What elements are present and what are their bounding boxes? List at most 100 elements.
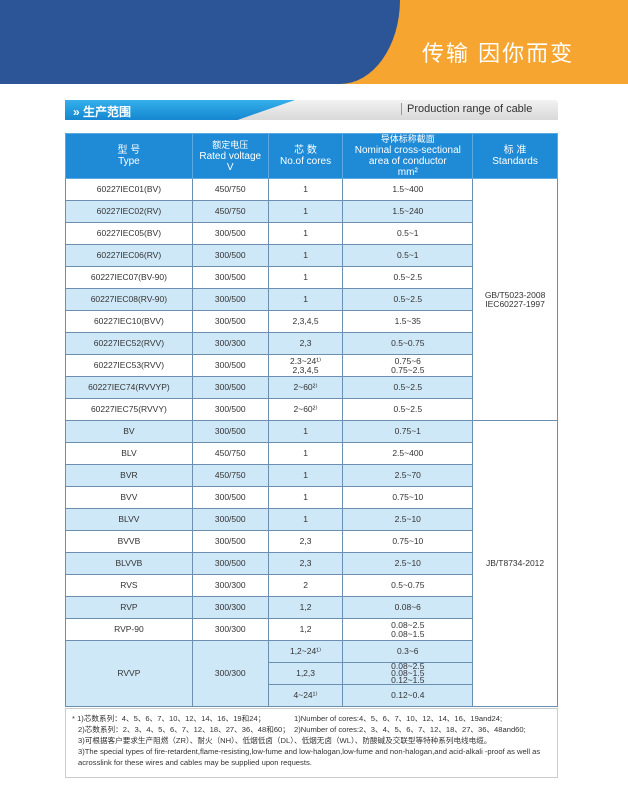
cell-cores: 1 xyxy=(267,464,344,487)
cell-cores: 1 xyxy=(267,486,344,509)
cell-cores: 2 xyxy=(267,574,344,597)
cell-area: 1.5~35 xyxy=(342,310,474,333)
cell-area: 1.5~240 xyxy=(342,200,474,223)
cell-type: 60227IEC75(RVVY) xyxy=(65,398,193,421)
section-title-cn: » 生产范围 xyxy=(65,100,295,120)
cell-cores: 2,3 xyxy=(267,332,344,355)
cell-voltage: 300/500 xyxy=(191,508,269,531)
cell-area: 0.75~6 0.75~2.5 xyxy=(342,354,474,377)
column-header: 标 准 Standards xyxy=(472,133,558,179)
cell-type: RVP-90 xyxy=(65,618,193,641)
cell-voltage: 450/750 xyxy=(191,464,269,487)
cell-area: 0.08~2.5 0.08~1.5 0.12~1.5 xyxy=(342,662,474,685)
column-header: 额定电压 Rated voltage V xyxy=(191,133,269,179)
cell-voltage: 300/500 xyxy=(191,244,269,267)
cell-type: BV xyxy=(65,420,193,443)
note-2-cn: 2)芯数系列：2、3、4、5、6、7、12、18、27、36、48和60； xyxy=(78,725,290,734)
cell-voltage: 300/500 xyxy=(191,420,269,443)
cell-voltage: 300/300 xyxy=(191,618,269,641)
cell-cores: 1 xyxy=(267,244,344,267)
cell-area: 0.75~10 xyxy=(342,486,474,509)
column-header-line: mm² xyxy=(397,167,418,178)
cell-voltage: 300/500 xyxy=(191,288,269,311)
cell-type: 60227IEC53(RVV) xyxy=(65,354,193,377)
column-header-line: Type xyxy=(118,156,140,167)
cell-cores: 1 xyxy=(267,508,344,531)
cell-voltage: 300/500 xyxy=(191,354,269,377)
cell-type: BVV xyxy=(65,486,193,509)
cell-area: 0.5~2.5 xyxy=(342,398,474,421)
cell-area: 0.5~0.75 xyxy=(342,574,474,597)
table-row: 60227IEC06(RV) 300/500 1 0.5~1 xyxy=(65,244,558,267)
table-row: 1,2,3 0.08~2.5 0.08~1.5 0.12~1.5 xyxy=(66,662,558,685)
cell-type: 60227IEC05(BV) xyxy=(65,222,193,245)
column-header: 导体标称截面 Nominal cross-sectional area of con… xyxy=(342,133,474,179)
cell-area: 2.5~10 xyxy=(342,552,474,575)
cell-cores: 1 xyxy=(267,288,344,311)
cell-voltage: 450/750 xyxy=(191,178,269,201)
cell-type: 60227IEC01(BV) xyxy=(65,178,193,201)
cell-type: 60227IEC52(RVV) xyxy=(65,332,193,355)
cell-type: 60227IEC10(BVV) xyxy=(65,310,193,333)
table-row: BVR 450/750 1 2.5~70 xyxy=(65,464,558,487)
column-header-line: 标 准 xyxy=(503,145,527,156)
column-header-line: Nominal cross-sectional xyxy=(354,145,461,156)
cell-area: 0.5~2.5 xyxy=(342,288,474,311)
cell-area: 2.5~400 xyxy=(342,442,474,465)
cell-area: 0.5~2.5 xyxy=(342,376,474,399)
cell-voltage: 300/300 xyxy=(191,574,269,597)
cell-type: BVR xyxy=(65,464,193,487)
cell-voltage: 450/750 xyxy=(191,200,269,223)
note-3-cn: 3)可根据客户要求生产阻燃（ZR）、耐火（NH）、低烟低卤（DL）、低烟无卤（W… xyxy=(78,736,492,745)
header-banner: 传输 因你而变 xyxy=(0,0,628,84)
cell-type: BLVVB xyxy=(65,552,193,575)
cell-voltage: 300/500 xyxy=(191,266,269,289)
cell-cores: 1 xyxy=(267,178,344,201)
cell-type: RVS xyxy=(65,574,193,597)
cell-area: 1.5~400 xyxy=(342,178,474,201)
table-row: 60227IEC07(BV-90) 300/500 1 0.5~2.5 xyxy=(65,266,558,289)
note-2-en: 2)Number of cores:2、3、4、5、6、7、12、18、27、3… xyxy=(294,725,526,734)
table-row: 60227IEC53(RVV) 300/500 2.3~24¹⁾ 2,3,4,5 0.… xyxy=(65,354,558,377)
column-header-line: 额定电压 xyxy=(212,139,249,150)
column-header-line: V xyxy=(226,161,234,173)
note-1-en: 1)Number of cores:4、5、6、7、10、12、14、16、19… xyxy=(294,714,503,723)
cell-cores: 1 xyxy=(267,222,344,245)
column-header: 芯 数 No.of cores xyxy=(267,133,344,179)
cell-cores: 2,3 xyxy=(267,530,344,553)
cell-area: 0.5~2.5 xyxy=(342,266,474,289)
cell-type: BVVB xyxy=(65,530,193,553)
column-header-line: area of conductor xyxy=(368,156,447,167)
cell-area: 2.5~70 xyxy=(342,464,474,487)
cell-voltage: 300/300 xyxy=(191,640,269,707)
cell-cores: 1 xyxy=(267,200,344,223)
cell-voltage: 300/500 xyxy=(191,530,269,553)
note-1-cn: * 1)芯数系列：4、5、6、7、10、12、14、16、19和24； xyxy=(72,714,266,723)
cell-voltage: 300/500 xyxy=(191,486,269,509)
cell-type: BLV xyxy=(65,442,193,465)
cell-cores: 1,2,3 xyxy=(267,662,344,685)
column-header-line: Rated voltage xyxy=(199,150,262,162)
table-row: RVS 300/300 2 0.5~0.75 xyxy=(65,574,558,597)
note-3-en: 3)The special types of fire-retardent,fl… xyxy=(78,747,541,767)
table-row: BLVVB 300/500 2,3 2.5~10 xyxy=(65,552,558,575)
cable-range-table: 型 号 Type 额定电压 Rated voltage V 芯 数 No.of cores 导… xyxy=(65,133,558,707)
cell-voltage: 450/750 xyxy=(191,442,269,465)
cell-area: 0.75~1 xyxy=(342,420,474,443)
column-header-line: No.of cores xyxy=(279,156,332,167)
cell-area: 0.12~0.4 xyxy=(342,684,474,707)
cell-cores: 2~60²⁾ xyxy=(267,376,344,399)
table-row: BLV 450/750 1 2.5~400 xyxy=(65,442,558,465)
column-header: 型 号 Type xyxy=(65,133,193,179)
cell-area: 0.5~1 xyxy=(342,222,474,245)
cell-area: 2.5~10 xyxy=(342,508,474,531)
column-header-line: 芯 数 xyxy=(294,145,317,156)
cell-area: 0.75~10 xyxy=(342,530,474,553)
table-row: 60227IEC05(BV) 300/500 1 0.5~1 xyxy=(65,222,558,245)
cell-cores: 1 xyxy=(267,266,344,289)
section-title-en: Production range of cable xyxy=(401,103,532,115)
banner-blue-shape xyxy=(0,0,400,84)
column-header-line: 型 号 xyxy=(117,145,141,156)
section-title-cn-text: 生产范围 xyxy=(83,105,132,119)
cell-cores: 1 xyxy=(267,420,344,443)
